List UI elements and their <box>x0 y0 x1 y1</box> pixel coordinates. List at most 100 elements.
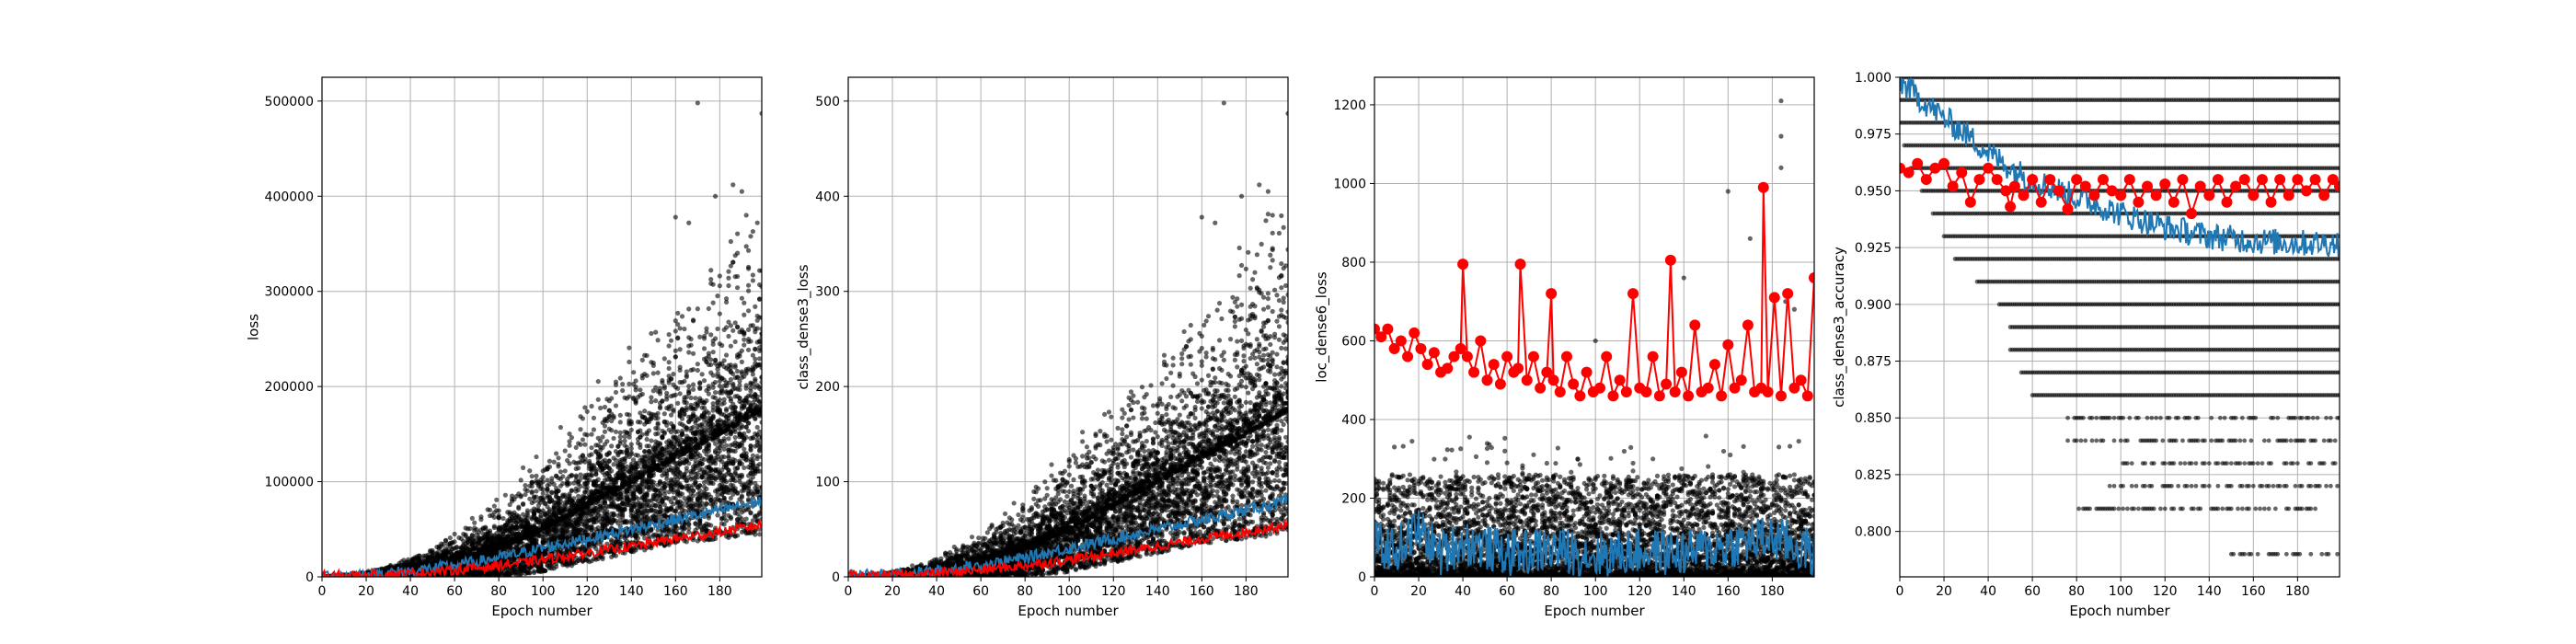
scatter-point <box>569 488 574 492</box>
scatter-point <box>554 451 558 455</box>
scatter-point <box>567 493 571 498</box>
scatter-point <box>558 469 563 474</box>
scatter-point <box>560 481 565 486</box>
scatter-point <box>567 461 571 466</box>
scatter-point <box>497 515 501 520</box>
scatter-point <box>547 459 552 464</box>
scatter-point <box>525 515 530 520</box>
scatter-point <box>592 427 596 431</box>
scatter-point <box>563 448 568 453</box>
chart-panel-1: 0 20 40 60 80 100 120 140 160 1800100000200000300… <box>245 77 764 619</box>
scatter-point <box>589 432 593 437</box>
scatter-point <box>585 432 590 437</box>
scatter-point <box>558 425 563 430</box>
scatter-point <box>596 397 601 402</box>
scatter-point <box>547 507 552 512</box>
scatter-point <box>545 487 549 491</box>
scatter-point <box>530 484 535 489</box>
scatter-point <box>519 477 523 482</box>
scatter-point <box>607 450 612 454</box>
scatter-point <box>576 466 581 470</box>
scatter-point <box>603 423 607 428</box>
scatter-point <box>567 443 571 448</box>
scatter-point <box>523 483 527 488</box>
scatter-point <box>534 454 538 459</box>
scatter-point <box>574 445 579 450</box>
scatter-point <box>534 474 538 478</box>
scatter-point <box>521 501 525 506</box>
scatter-point <box>567 454 571 458</box>
scatter-point <box>503 493 508 498</box>
scatter-point <box>604 509 609 513</box>
scatter-point <box>582 456 587 461</box>
scatter-point <box>556 455 560 460</box>
scatter-point <box>582 495 587 500</box>
scatter-point <box>600 434 604 439</box>
scatter-point <box>598 406 603 410</box>
scatter-point <box>589 452 593 456</box>
scatter-point <box>587 477 592 482</box>
scatter-point <box>593 469 598 474</box>
scatter-point <box>578 427 582 431</box>
scatter-point <box>589 445 593 450</box>
scatter-point <box>500 516 505 521</box>
scatter-point <box>560 474 565 478</box>
scatter-point <box>541 479 546 484</box>
scatter-point <box>552 460 557 465</box>
scatter-series <box>319 100 764 579</box>
scatter-point <box>603 405 607 409</box>
scatter-point <box>585 409 590 414</box>
scatter-point <box>565 529 569 534</box>
scatter-point <box>585 485 590 489</box>
scatter-point <box>596 477 601 482</box>
scatter-point <box>492 503 497 508</box>
scatter-point <box>472 521 477 525</box>
scatter-point <box>563 492 568 497</box>
scatter-point <box>431 548 435 553</box>
scatter-point <box>454 546 459 550</box>
scatter-point <box>563 468 568 473</box>
scatter-point <box>589 473 593 477</box>
scatter-point <box>604 439 609 443</box>
scatter-point <box>492 515 497 520</box>
scatter-point <box>519 494 523 499</box>
scatter-point <box>534 489 538 493</box>
scatter-point <box>549 489 554 494</box>
scatter-point <box>549 476 554 480</box>
scatter-point <box>596 379 601 384</box>
scatter-point <box>569 473 574 477</box>
scatter-point <box>598 453 603 457</box>
scatter-point <box>483 525 488 530</box>
scatter-point <box>467 526 472 531</box>
scatter-point <box>443 538 448 543</box>
scatter-point <box>578 472 582 477</box>
scatter-point <box>556 464 560 468</box>
scatter-point <box>603 430 607 434</box>
scatter-point <box>567 481 571 486</box>
scatter-point <box>488 508 492 512</box>
scatter-point <box>453 532 457 536</box>
scatter-point <box>576 494 581 499</box>
scatter-point <box>547 465 552 469</box>
scatter-point <box>527 468 532 473</box>
scatter-point <box>569 435 574 440</box>
scatter-point <box>571 496 576 500</box>
scatter-point <box>582 443 587 447</box>
scatter-point <box>578 443 582 447</box>
scatter-point <box>534 495 538 500</box>
scatter-point <box>541 491 546 496</box>
plot-area <box>319 100 764 581</box>
scatter-point <box>589 404 593 408</box>
scatter-point <box>521 466 525 470</box>
scatter-point <box>607 458 612 463</box>
scatter-point <box>453 539 457 544</box>
scatter-point <box>581 437 585 442</box>
scatter-point <box>527 570 532 575</box>
scatter-point <box>448 535 453 540</box>
scatter-point <box>556 489 560 493</box>
scatter-point <box>478 517 483 522</box>
scatter-point <box>574 473 579 477</box>
scatter-point <box>525 489 530 493</box>
scatter-point <box>545 477 549 482</box>
